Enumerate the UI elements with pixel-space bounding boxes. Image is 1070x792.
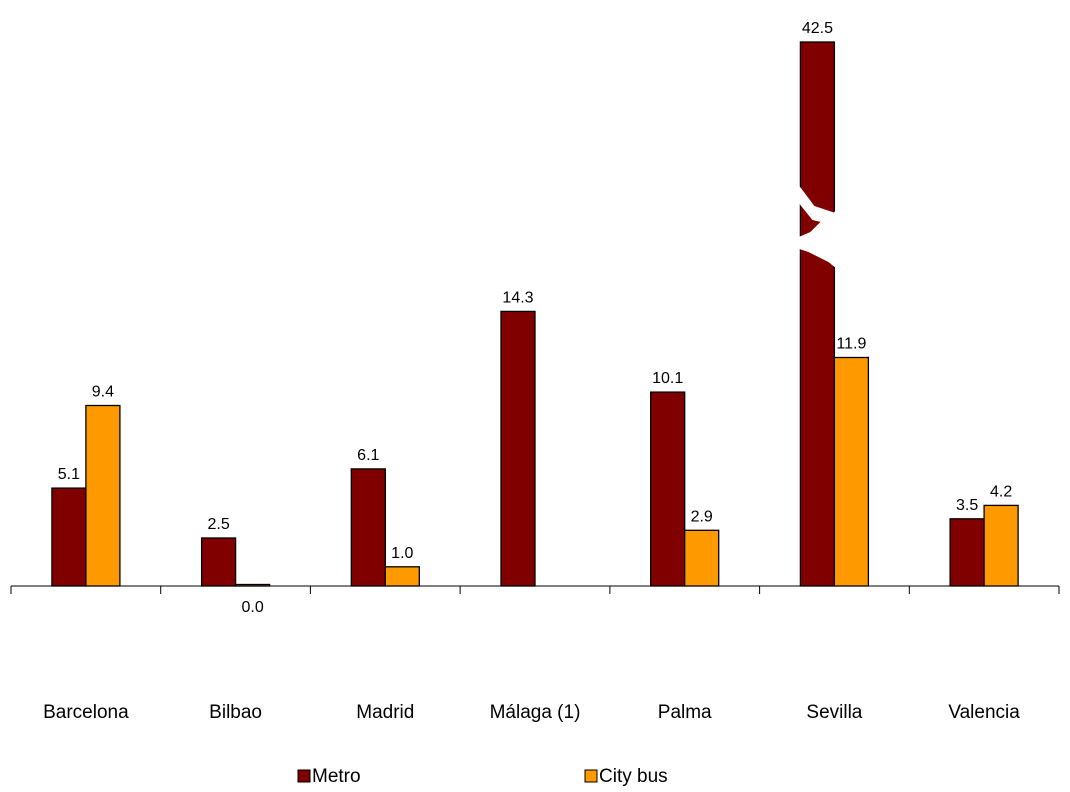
bar-city-bus-barcelona: [85, 404, 121, 587]
data-label-metro-malaga-1: 14.3: [502, 289, 533, 306]
data-label-metro-madrid: 6.1: [357, 447, 379, 464]
category-labels: Barcelona Bilbao Madrid Málaga (1) Palma Sevi…: [43, 702, 1020, 723]
legend-label-city-bus: City bus: [599, 766, 668, 787]
category-label-madrid: Madrid: [356, 702, 414, 723]
legend-swatch-metro: [297, 769, 311, 783]
data-label-city-bus-madrid: 1.0: [391, 545, 413, 562]
bar-metro-madrid: [350, 468, 386, 587]
category-label-barcelona: Barcelona: [43, 702, 129, 723]
data-label-city-bus-barcelona: 9.4: [92, 384, 114, 401]
data-label-city-bus-palma: 2.9: [691, 508, 713, 525]
category-label-palma: Palma: [658, 702, 712, 723]
category-label-malaga-1: Málaga (1): [490, 702, 581, 723]
data-labels: 5.1 9.4 2.5 0.0 6.1 1.0 14.3 10.1 2.9 42.5 11.9 3.5…: [58, 20, 1013, 616]
legend: Metro City bus: [297, 766, 668, 787]
data-label-metro-barcelona: 5.1: [58, 466, 80, 483]
bar-metro-valencia: [949, 518, 985, 587]
category-label-sevilla: Sevilla: [806, 702, 862, 723]
bar-city-bus-palma: [684, 529, 720, 587]
bar-metro-palma: [650, 391, 686, 587]
bar-city-bus-valencia: [983, 504, 1019, 587]
data-label-metro-valencia: 3.5: [956, 497, 978, 514]
bars-group: [51, 41, 1019, 587]
legend-label-metro: Metro: [312, 766, 361, 787]
bar-metro-bilbao: [200, 537, 237, 587]
axis-break-mark-upper: [796, 182, 839, 226]
bar-metro-malaga-1: [500, 310, 536, 587]
legend-swatch-city-bus: [584, 769, 598, 783]
x-axis: [10, 585, 1060, 594]
data-label-metro-palma: 10.1: [652, 370, 683, 387]
bar-city-bus-sevilla: [833, 356, 870, 587]
data-label-city-bus-bilbao: 0.0: [241, 599, 263, 616]
bar-metro-barcelona: [51, 487, 87, 587]
bar-metro-sevilla: [799, 41, 836, 587]
bar-city-bus-madrid: [384, 566, 420, 587]
data-label-metro-sevilla: 42.5: [802, 20, 833, 37]
category-label-valencia: Valencia: [948, 702, 1020, 723]
category-label-bilbao: Bilbao: [209, 702, 262, 723]
data-label-city-bus-sevilla: 11.9: [836, 336, 866, 353]
data-label-city-bus-valencia: 4.2: [990, 483, 1012, 500]
data-label-metro-bilbao: 2.5: [207, 516, 229, 533]
